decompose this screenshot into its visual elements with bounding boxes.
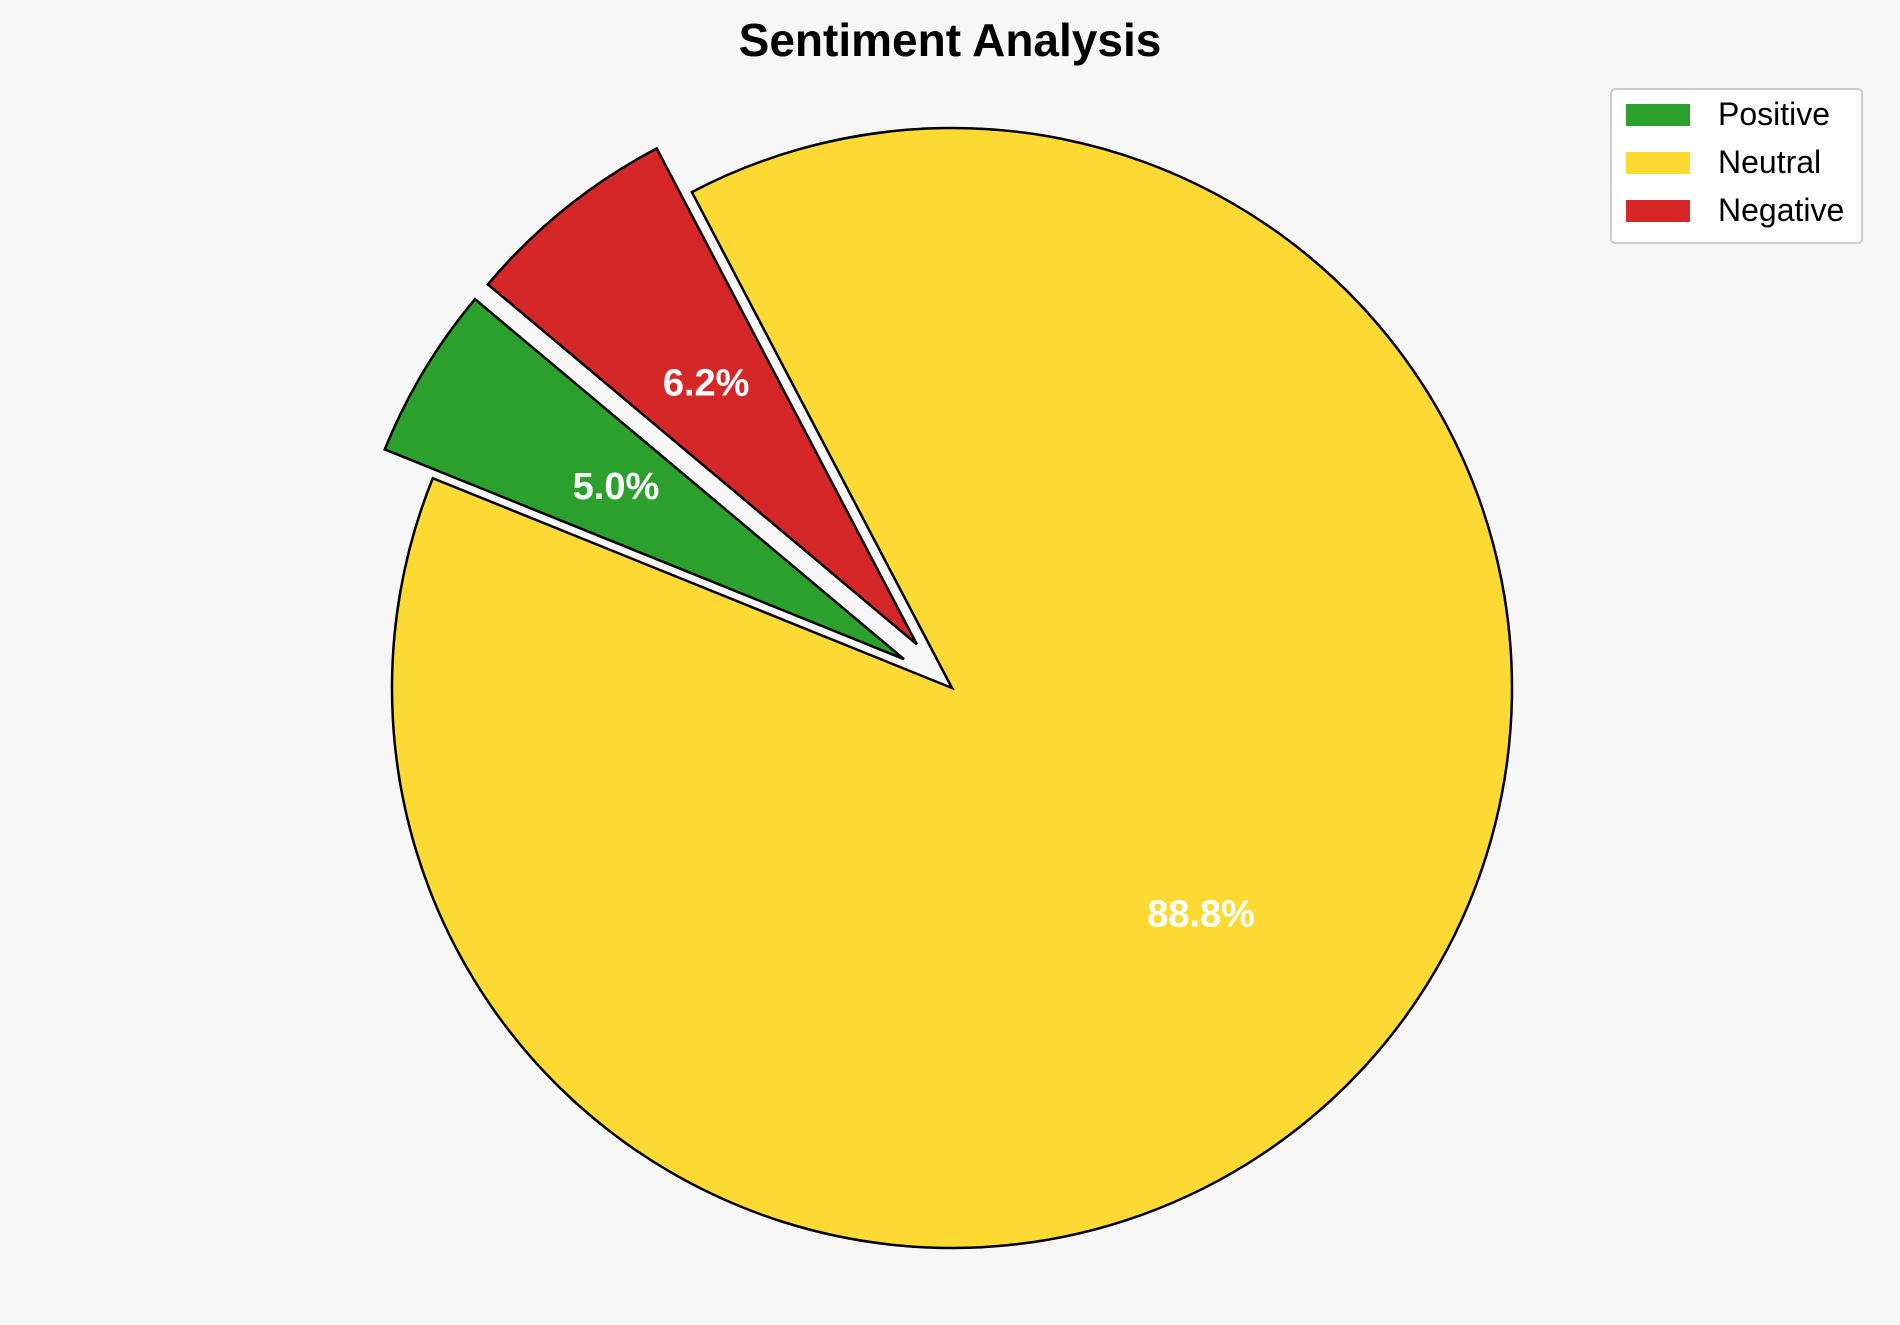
pie-slices <box>383 126 1514 1250</box>
legend-swatch-positive <box>1626 104 1690 126</box>
slice-label-negative: 6.2% <box>663 363 750 405</box>
legend-label-neutral: Neutral <box>1718 144 1821 180</box>
chart-title: Sentiment Analysis <box>739 14 1162 66</box>
pie-slice-negative <box>486 146 918 646</box>
legend-swatch-neutral <box>1626 152 1690 174</box>
legend-entries: Positive Neutral Negative <box>1626 96 1844 228</box>
legend: Positive Neutral Negative <box>1610 88 1863 244</box>
legend-swatch-negative <box>1626 200 1690 222</box>
slice-label-neutral: 88.8% <box>1147 894 1255 936</box>
pie-slice-neutral <box>390 126 1514 1250</box>
legend-label-negative: Negative <box>1718 192 1844 228</box>
pie-slice-positive <box>383 297 905 661</box>
pie-slice-labels: 5.0% 88.8% 6.2% <box>573 363 1255 936</box>
slice-label-positive: 5.0% <box>573 466 660 508</box>
legend-label-positive: Positive <box>1718 96 1830 132</box>
